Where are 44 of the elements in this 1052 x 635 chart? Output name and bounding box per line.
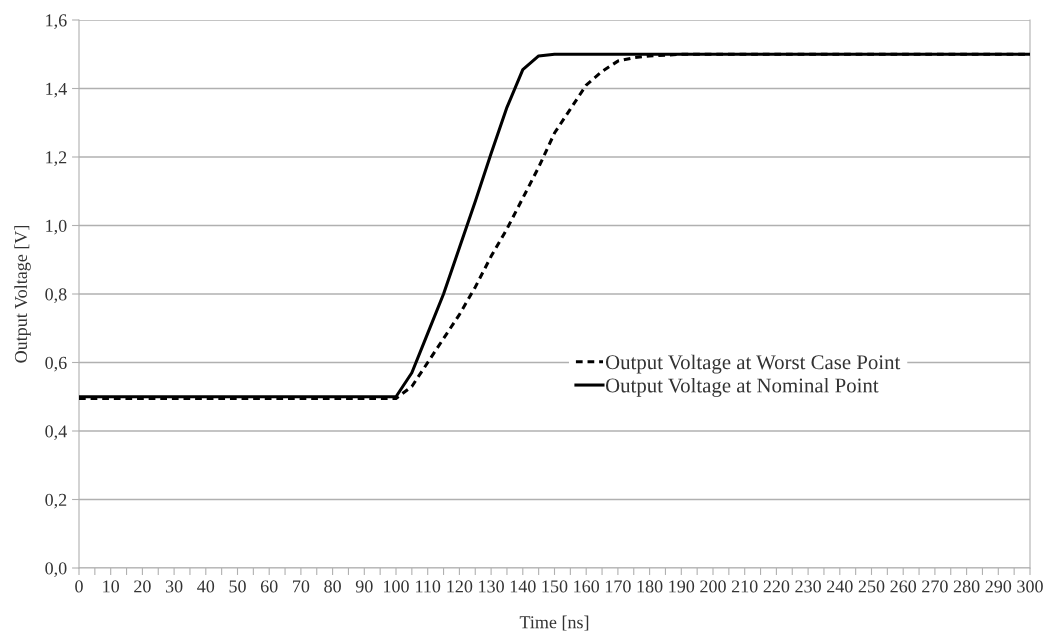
x-tick-label: 110 bbox=[416, 580, 441, 593]
x-tick-label: 200 bbox=[700, 580, 726, 593]
x-tick-label: 290 bbox=[985, 580, 1012, 593]
y-tick-label: 0,8 bbox=[45, 288, 67, 304]
x-tick-label: 210 bbox=[731, 580, 758, 593]
x-tick-label: 20 bbox=[134, 580, 151, 593]
x-tick-label: 180 bbox=[637, 580, 663, 593]
x-tick-label: 30 bbox=[165, 580, 183, 593]
x-tick-label: 130 bbox=[479, 580, 504, 593]
y-tick-label: 1,2 bbox=[46, 151, 67, 167]
x-tick-label: 60 bbox=[260, 580, 278, 593]
legend-label: Output Voltage at Nominal Point bbox=[605, 377, 879, 397]
x-tick-label: 0 bbox=[75, 580, 83, 593]
x-tick-label: 100 bbox=[384, 580, 409, 593]
x-tick-label: 220 bbox=[763, 580, 790, 593]
x-tick-label: 10 bbox=[103, 580, 120, 593]
y-tick-label: 0,6 bbox=[45, 356, 67, 372]
x-tick-label: 270 bbox=[922, 580, 948, 593]
x-axis-title: Time [ns] bbox=[519, 615, 589, 631]
y-tick-label: 1,0 bbox=[46, 219, 67, 235]
y-tick-label: 1,4 bbox=[46, 82, 67, 98]
x-tick-label: 40 bbox=[197, 580, 215, 593]
x-tick-label: 300 bbox=[1017, 580, 1043, 593]
y-axis-title: Output Voltage [V] bbox=[14, 225, 31, 363]
x-tick-label: 170 bbox=[605, 580, 631, 593]
x-tick-label: 240 bbox=[827, 580, 853, 593]
x-tick-label: 80 bbox=[324, 580, 341, 593]
x-tick-label: 150 bbox=[542, 580, 568, 593]
y-tick-label: 0,4 bbox=[45, 425, 67, 441]
x-tick-label: 90 bbox=[355, 580, 373, 593]
x-tick-label: 160 bbox=[574, 580, 600, 593]
y-tick-label: 0,2 bbox=[45, 493, 67, 509]
x-tick-label: 190 bbox=[669, 580, 695, 593]
x-tick-label: 70 bbox=[293, 580, 310, 593]
x-tick-label: 140 bbox=[510, 580, 536, 593]
legend-label: Output Voltage at Worst Case Point bbox=[605, 354, 901, 374]
y-tick-label: 0,0 bbox=[45, 562, 67, 578]
x-tick-label: 260 bbox=[890, 580, 917, 593]
x-tick-label: 120 bbox=[447, 580, 473, 593]
x-tick-label: 250 bbox=[858, 580, 885, 593]
x-tick-label: 280 bbox=[953, 580, 980, 593]
x-tick-label: 50 bbox=[229, 580, 246, 593]
y-tick-label: 1,6 bbox=[46, 14, 67, 30]
x-tick-label: 230 bbox=[795, 580, 821, 593]
